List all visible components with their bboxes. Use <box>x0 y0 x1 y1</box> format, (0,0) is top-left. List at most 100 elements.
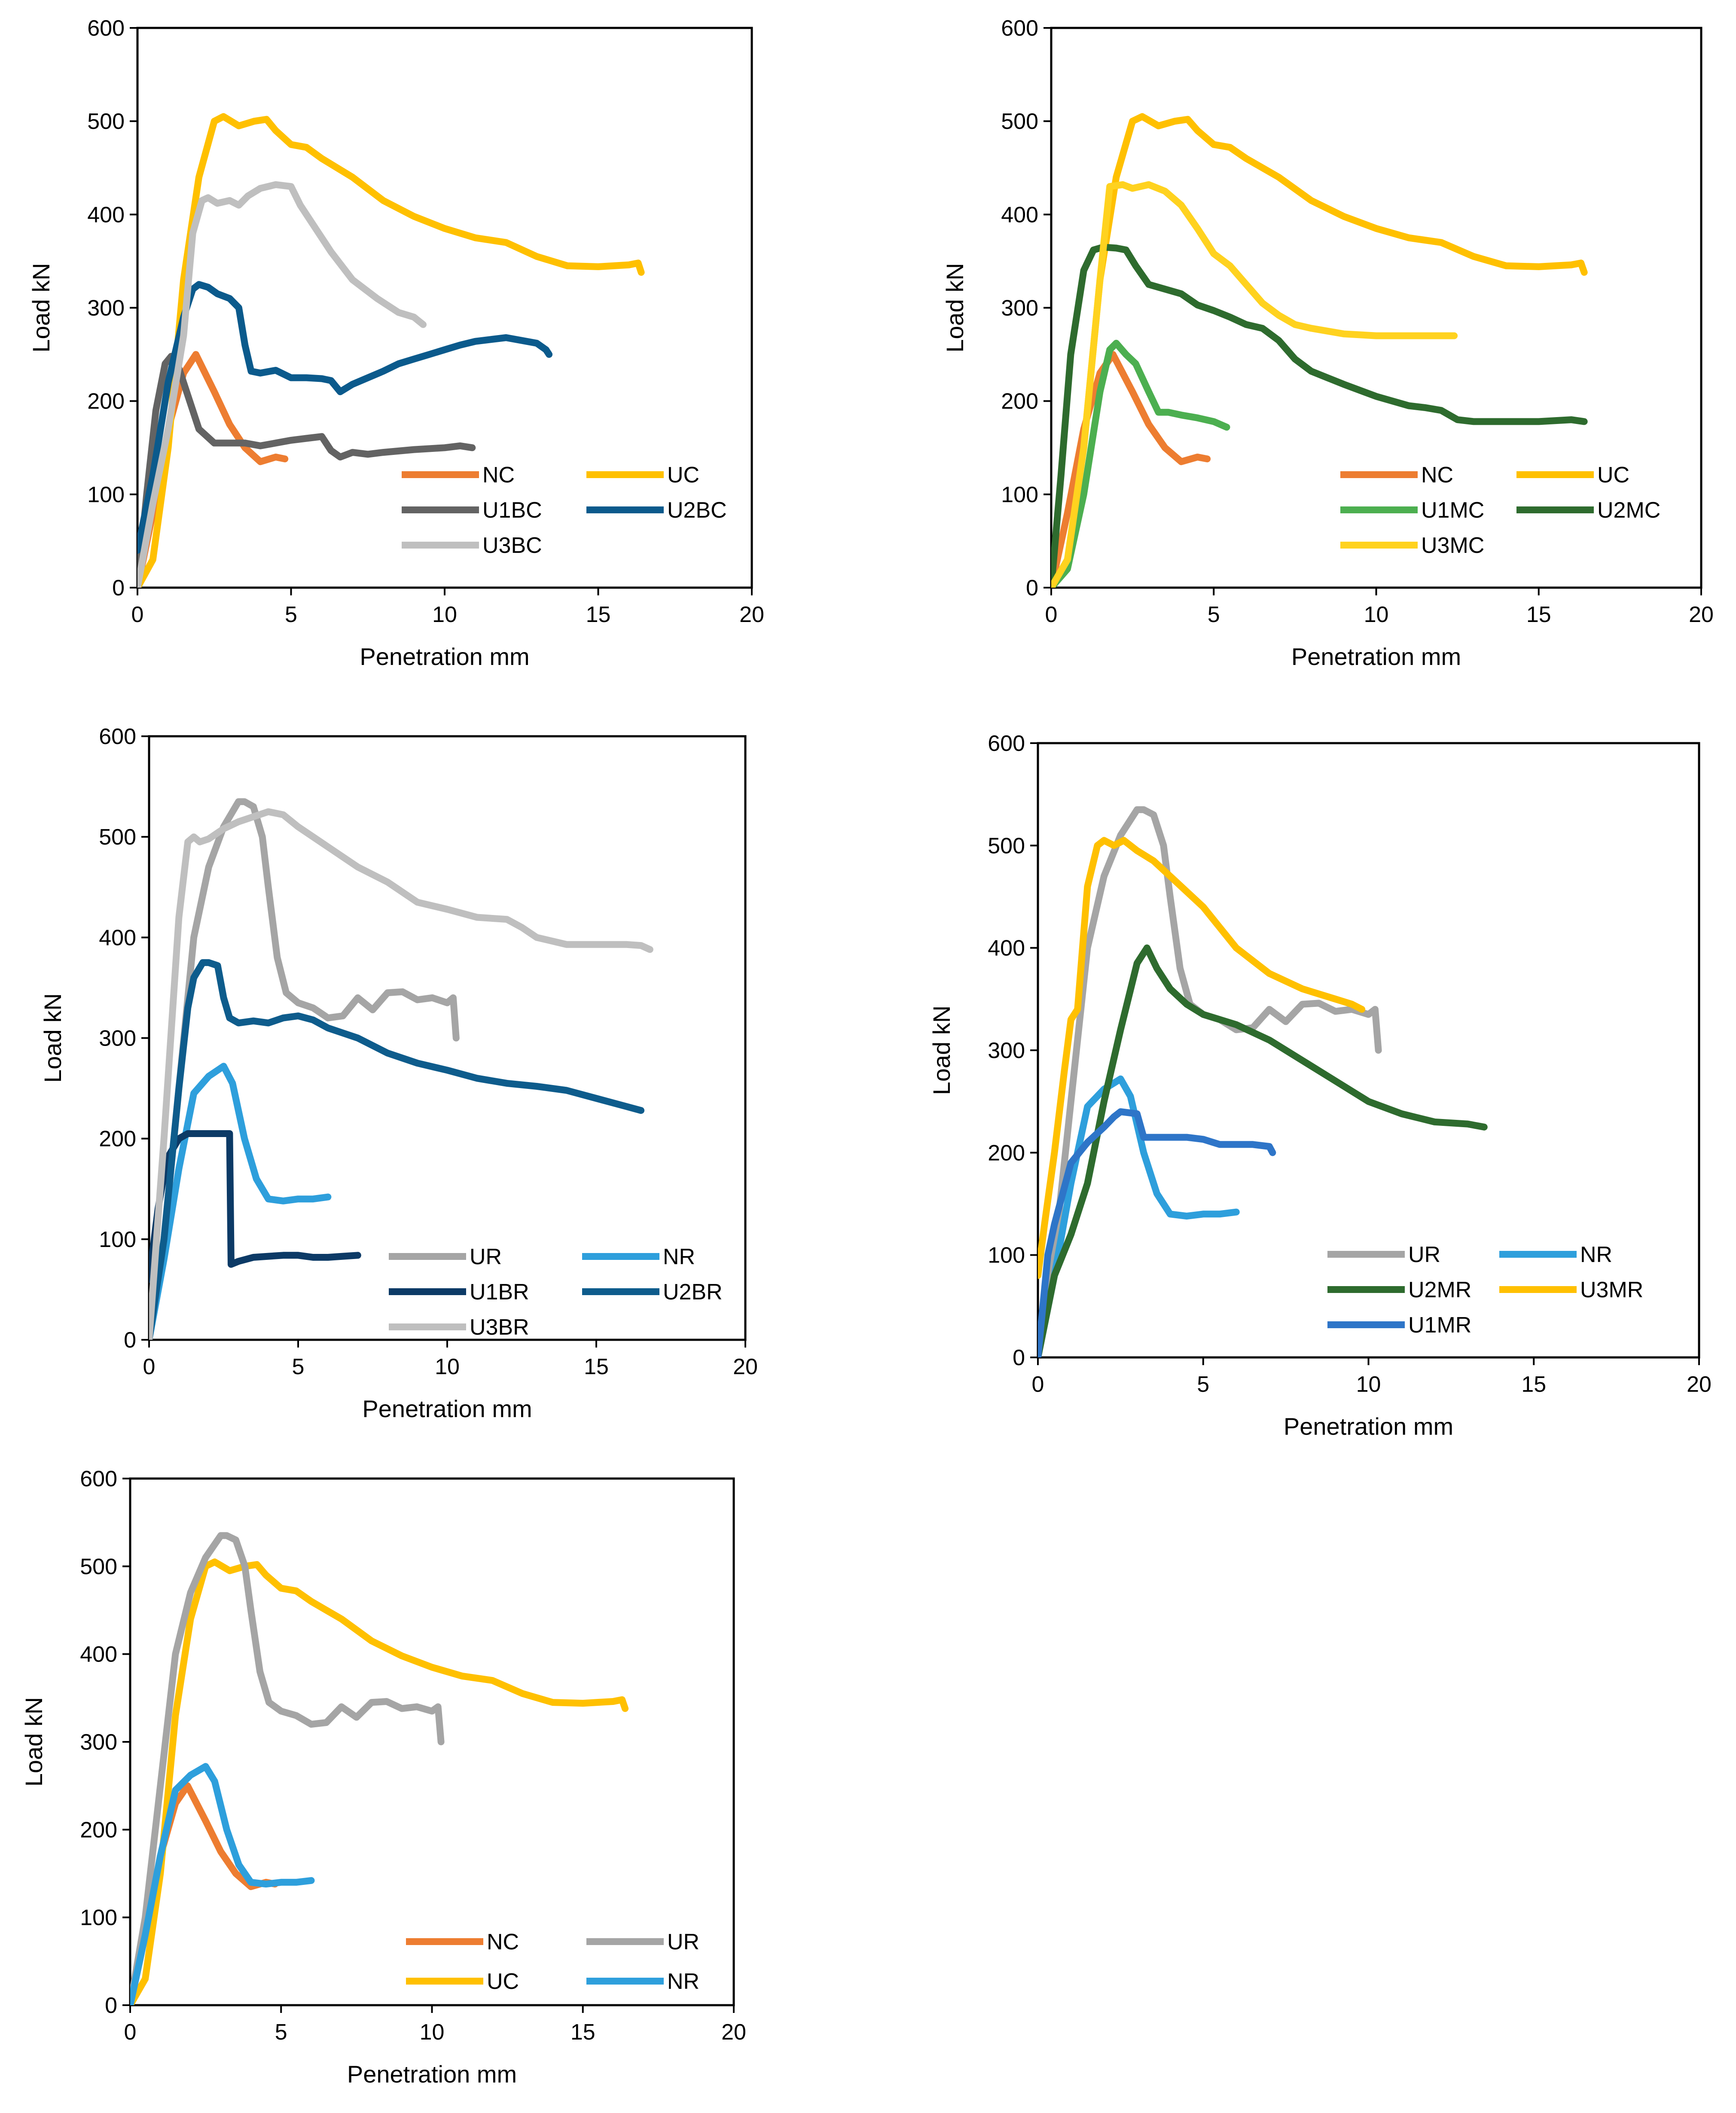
series-line-u3mr <box>1038 837 1366 1279</box>
y-tick-label: 200 <box>87 389 125 414</box>
x-tick-label: 10 <box>1364 602 1389 627</box>
series-line-u2bc <box>137 281 553 554</box>
chart-panel-3: 0 100 200 300 400 500 600 0 5 10 15 20 Penetration m… <box>39 724 758 1422</box>
legend-label-u3mc: U3MC <box>1421 533 1484 558</box>
series-line-ur <box>130 1532 445 2005</box>
x-tick-label: 10 <box>1356 1372 1381 1397</box>
y-tick-label: 400 <box>99 925 136 950</box>
y-tick-label: 0 <box>1026 576 1038 601</box>
chart-panel-1: 0 100 200 300 400 500 600 0 5 10 15 20 Penetration m… <box>27 16 764 670</box>
y-tick-label: 500 <box>80 1554 117 1579</box>
y-tick-label: 100 <box>80 1906 117 1930</box>
x-tick-label: 5 <box>292 1354 305 1379</box>
series-line-u2br <box>149 959 645 1340</box>
y-axis-title: Load kN <box>928 1006 955 1095</box>
legend-label-u1mr: U1MR <box>1408 1313 1471 1338</box>
y-tick-label: 300 <box>988 1038 1025 1063</box>
series-line-uc <box>137 113 645 588</box>
legend-label-nr: NR <box>663 1244 695 1269</box>
x-tick-label: 0 <box>131 602 144 627</box>
legend-label-u3br: U3BR <box>470 1315 529 1340</box>
series-line-nr <box>149 1063 332 1340</box>
x-tick-label: 10 <box>420 2020 445 2045</box>
legend-label-u3bc: U3BC <box>482 533 542 558</box>
y-tick-label: 200 <box>988 1140 1025 1165</box>
y-tick-label: 600 <box>988 731 1025 756</box>
legend-label-ur: UR <box>1408 1242 1440 1267</box>
legend-label-u2br: U2BR <box>663 1280 723 1305</box>
y-tick-label: 500 <box>1001 109 1038 134</box>
y-axis-title: Load kN <box>27 263 55 353</box>
x-tick-label: 0 <box>1045 602 1058 627</box>
series-line-nc <box>1051 351 1211 588</box>
y-tick-label: 100 <box>988 1243 1025 1268</box>
y-tick-label: 300 <box>87 296 125 321</box>
plot-frame <box>129 1477 735 2006</box>
series-line-nr <box>130 1763 315 2005</box>
legend-label-nc: NC <box>1421 463 1453 488</box>
series-line-uc <box>1051 113 1588 588</box>
y-tick-label: 600 <box>99 724 136 749</box>
x-tick-label: 20 <box>739 602 764 627</box>
series-line-u3br <box>149 808 653 1340</box>
x-tick-label: 20 <box>721 2020 746 2045</box>
x-tick-label: 0 <box>1032 1372 1044 1397</box>
x-tick-label: 0 <box>124 2020 137 2045</box>
legend-label-u1mc: U1MC <box>1421 498 1484 523</box>
x-tick-label: 5 <box>275 2020 287 2045</box>
plot-frame <box>136 27 753 589</box>
x-axis-title: Penetration mm <box>1284 1413 1453 1440</box>
series-line-u1mr <box>1038 1108 1276 1357</box>
x-tick-label: 15 <box>1526 602 1551 627</box>
chart-panel-2: 0 100 200 300 400 500 600 0 5 10 15 20 Penetration m… <box>941 16 1714 670</box>
legend-label-u2bc: U2BC <box>667 498 727 523</box>
legend-label-uc: UC <box>1597 463 1629 488</box>
y-tick-label: 0 <box>112 576 125 601</box>
x-tick-label: 5 <box>1197 1372 1209 1397</box>
y-axis-title: Load kN <box>20 1697 47 1787</box>
x-tick-label: 15 <box>571 2020 595 2045</box>
y-tick-label: 400 <box>87 202 125 227</box>
series-line-ur <box>149 798 460 1340</box>
legend-label-u1br: U1BR <box>470 1280 529 1305</box>
legend-label-nr: NR <box>1580 1242 1612 1267</box>
y-tick-label: 0 <box>124 1328 136 1353</box>
legend-label-u1bc: U1BC <box>482 498 542 523</box>
y-axis-title: Load kN <box>941 263 968 353</box>
y-tick-label: 100 <box>87 482 125 507</box>
x-tick-label: 0 <box>143 1354 156 1379</box>
legend-label-u2mc: U2MC <box>1597 498 1660 523</box>
x-tick-label: 5 <box>1208 602 1220 627</box>
chart-panel-4: 0 100 200 300 400 500 600 0 5 10 15 20 Penetration m… <box>928 731 1712 1440</box>
legend-label-u2mr: U2MR <box>1408 1278 1471 1302</box>
legend-label-nc: NC <box>487 1930 519 1954</box>
legend-label-uc: UC <box>487 1969 519 1994</box>
series-line-u2mr <box>1038 944 1488 1357</box>
y-tick-label: 400 <box>1001 202 1038 227</box>
x-tick-label: 20 <box>1689 602 1714 627</box>
legend-label-ur: UR <box>667 1930 699 1954</box>
x-tick-label: 10 <box>435 1354 460 1379</box>
series-line-u3bc <box>137 181 427 588</box>
x-tick-label: 15 <box>584 1354 609 1379</box>
y-tick-label: 0 <box>1013 1345 1025 1370</box>
y-tick-label: 300 <box>80 1730 117 1755</box>
x-tick-label: 15 <box>586 602 611 627</box>
series-line-uc <box>130 1558 629 2005</box>
x-tick-label: 20 <box>1687 1372 1712 1397</box>
x-axis-title: Penetration mm <box>347 2061 517 2088</box>
y-tick-label: 200 <box>99 1127 136 1152</box>
legend-label-u3mr: U3MR <box>1580 1278 1643 1302</box>
y-tick-label: 200 <box>1001 389 1038 414</box>
x-tick-label: 20 <box>733 1354 758 1379</box>
y-tick-label: 500 <box>99 825 136 850</box>
chart-panel-5: 0 100 200 300 400 500 600 0 5 10 15 20 Penetration m… <box>20 1467 746 2088</box>
y-tick-label: 400 <box>988 936 1025 961</box>
y-tick-label: 400 <box>80 1642 117 1667</box>
series-line-u1mc <box>1051 340 1230 588</box>
y-tick-label: 600 <box>87 16 125 41</box>
y-tick-label: 500 <box>87 109 125 134</box>
plot-frame <box>148 735 747 1341</box>
x-tick-label: 15 <box>1521 1372 1546 1397</box>
